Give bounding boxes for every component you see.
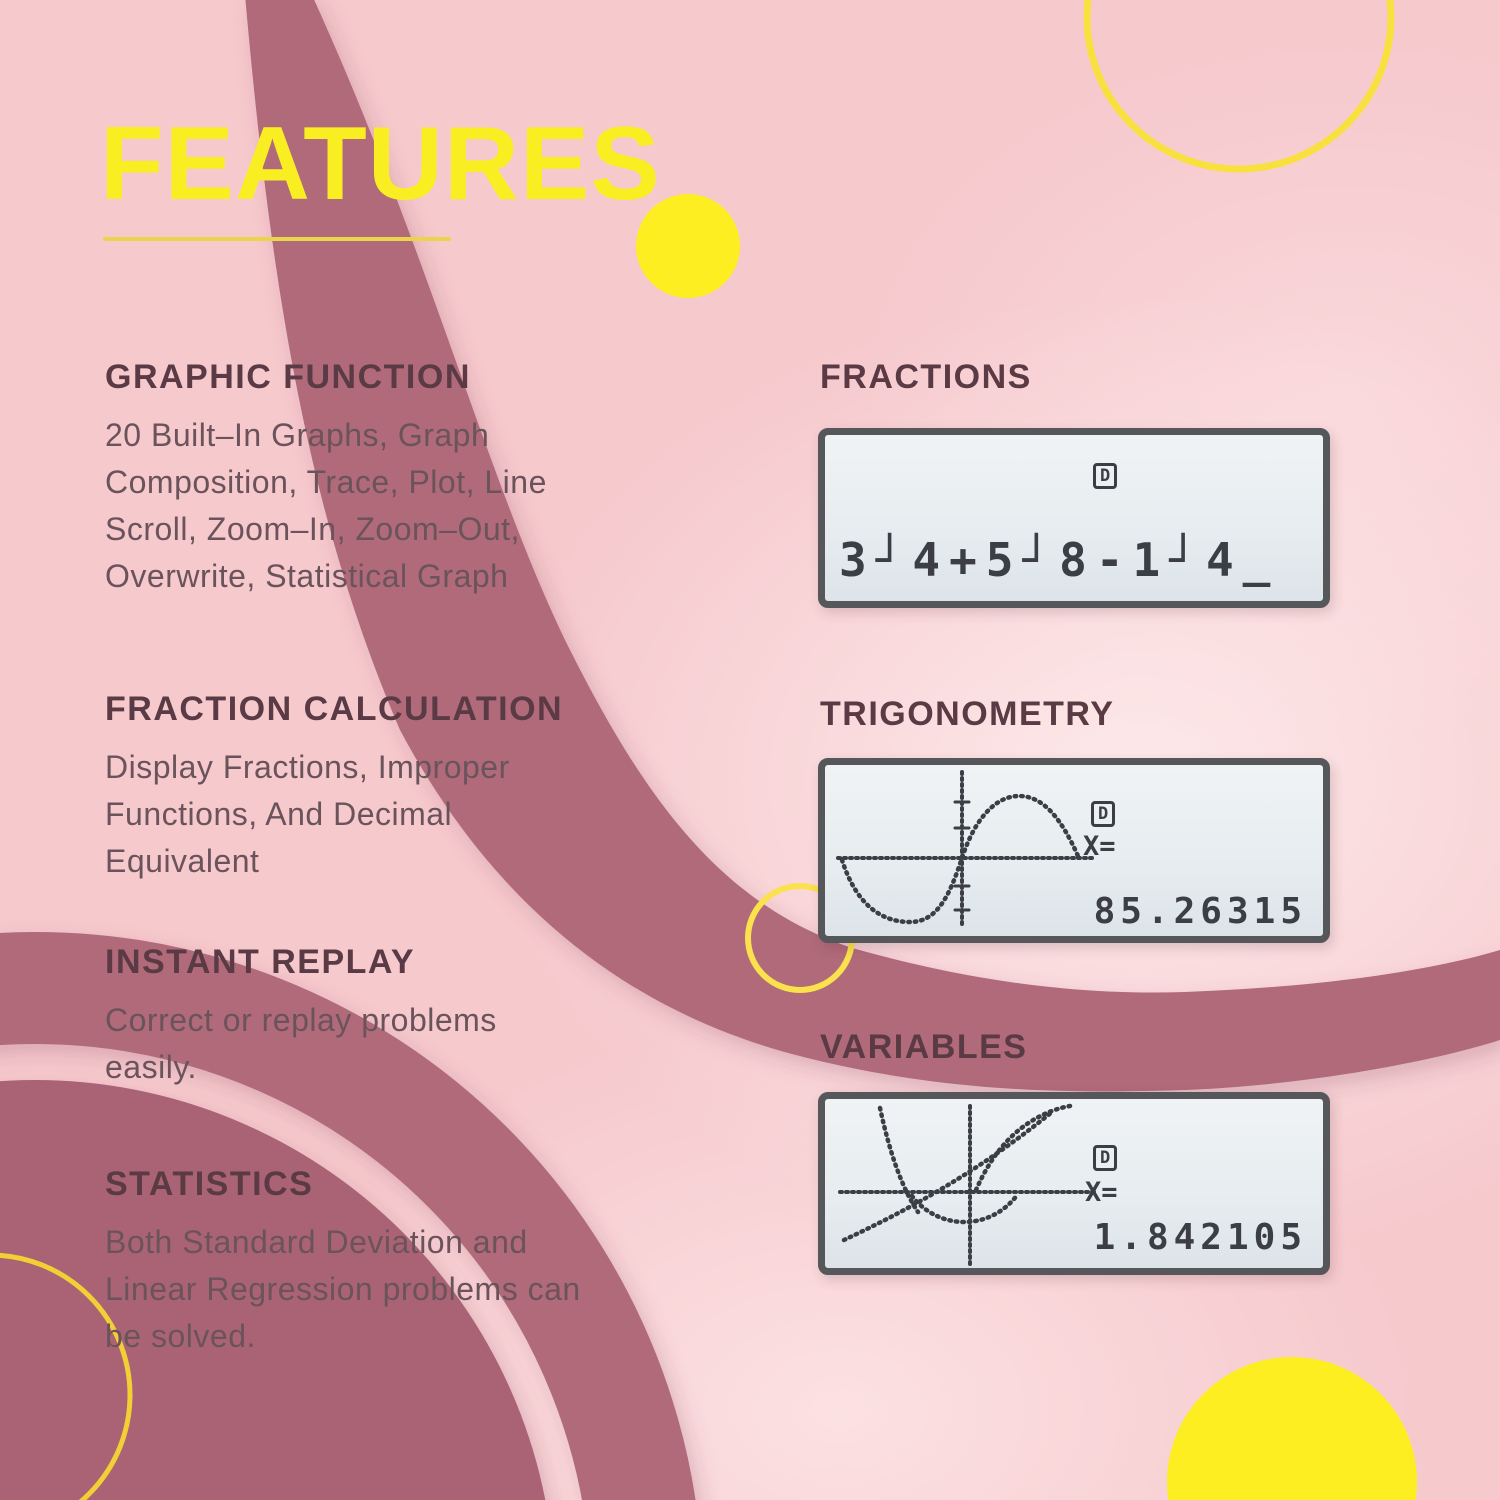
line-curve	[841, 1109, 1055, 1243]
lcd-cursor-label: X=	[1085, 1177, 1118, 1208]
dip-curve	[909, 1191, 1021, 1225]
section-body: Both Standard Deviation and Linear Regre…	[105, 1224, 581, 1354]
section-fraction-calculation: FRACTION CALCULATION	[105, 690, 635, 729]
axis-ticks	[953, 800, 971, 912]
sine-graph	[836, 770, 1098, 930]
lcd-value: 1.842105	[1093, 1217, 1307, 1258]
bottom-left-ring	[0, 932, 696, 1500]
display-label-fractions: FRACTIONS	[820, 358, 1032, 396]
top-right-yellow-ring	[1083, 0, 1395, 173]
multi-function-graph	[838, 1103, 1096, 1266]
mauve-arc-band	[245, 0, 1500, 1092]
lcd-screen-trigonometry: D X= 85.26315	[818, 758, 1330, 943]
yellow-dot	[636, 194, 740, 298]
section-body: Display Fractions, Improper Functions, A…	[105, 749, 510, 879]
display-label-trigonometry: TRIGONOMETRY	[820, 695, 1115, 733]
lcd-screen-fractions: D 3┘4+5┘8-1┘4_	[818, 428, 1330, 608]
lcd-expression: 3┘4+5┘8-1┘4_	[839, 533, 1280, 587]
display-label-variables: VARIABLES	[820, 1028, 1028, 1066]
section-statistics: STATISTICS	[105, 1165, 635, 1204]
title-underline	[103, 237, 451, 241]
lcd-cursor-label: X=	[1083, 831, 1116, 862]
lcd-mode-indicator: D	[1093, 1145, 1118, 1171]
section-heading: INSTANT REPLAY	[105, 943, 416, 981]
lcd-value: 85.26315	[1093, 891, 1307, 932]
rising-curve	[973, 1103, 1073, 1193]
bottom-right-yellow-circle	[1167, 1357, 1417, 1500]
section-heading: STATISTICS	[105, 1165, 314, 1203]
section-body: 20 Built–In Graphs, Graph Composition, T…	[105, 417, 547, 594]
section-heading: GRAPHIC FUNCTION	[105, 358, 471, 396]
sine-curve	[839, 793, 1081, 925]
lcd-screen-variables: D X= 1.842105	[818, 1092, 1330, 1275]
section-heading: FRACTION CALCULATION	[105, 690, 564, 728]
lcd-mode-indicator: D	[1091, 801, 1116, 827]
section-instant-replay: INSTANT REPLAY	[105, 943, 635, 982]
page-title: FEATURES	[100, 106, 661, 222]
section-body: Correct or replay problems easily.	[105, 1002, 497, 1085]
bottom-left-yellow-ring	[0, 1252, 133, 1500]
lcd-mode-indicator: D	[1093, 463, 1118, 489]
section-graphic-function: GRAPHIC FUNCTION	[105, 358, 635, 397]
bottom-left-filled-circle	[0, 1080, 546, 1500]
